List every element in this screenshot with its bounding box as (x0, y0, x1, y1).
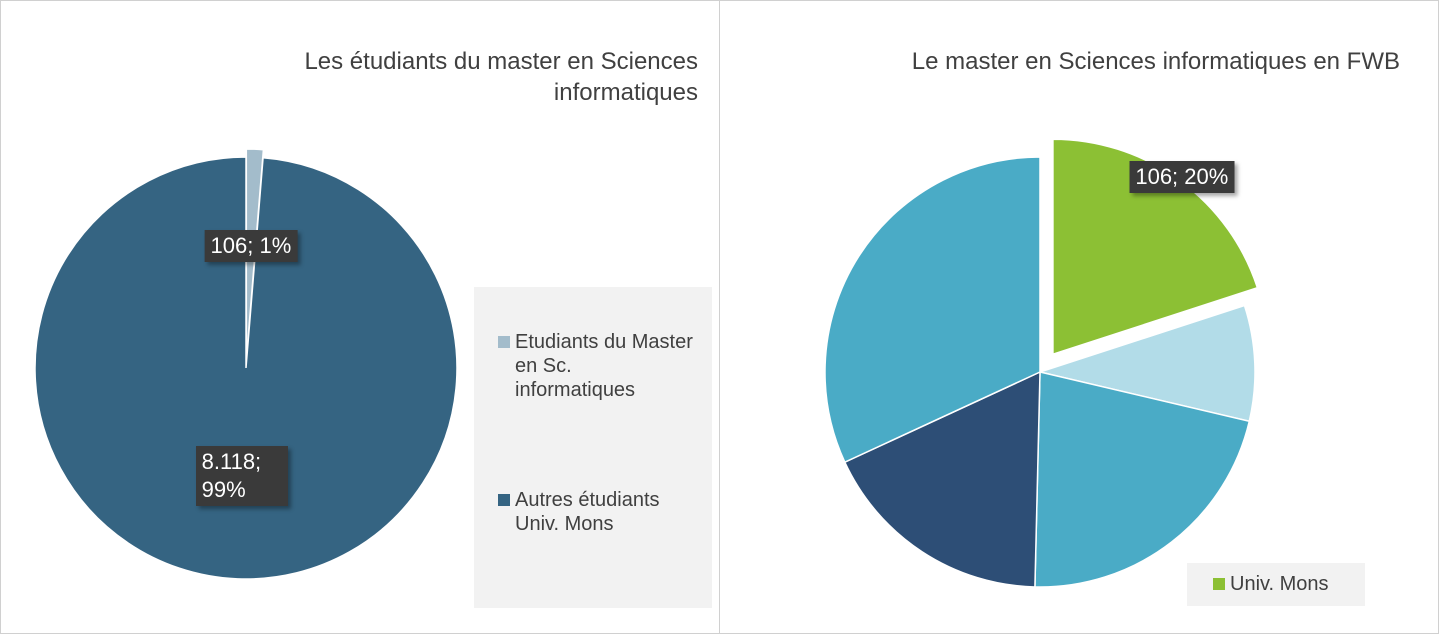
legend-marker (498, 494, 510, 506)
pie-slice (843, 370, 1041, 588)
legend (474, 287, 712, 608)
data-label: 106; 20% (1129, 160, 1235, 193)
data-label: 8.118; 99% (195, 445, 288, 506)
pie-slice (34, 156, 458, 580)
data-label: 106; 1% (204, 230, 298, 263)
pie-slice (1037, 304, 1256, 423)
pie-slice (1034, 371, 1251, 588)
pie-slice (824, 156, 1041, 464)
legend-marker (498, 336, 510, 348)
legend-marker (1213, 578, 1225, 590)
legend-label: Autres étudiants Univ. Mons (515, 489, 660, 535)
chart-title: Les étudiants du master en Sciences info… (304, 48, 698, 106)
legend-label: Etudiants du Master en Sc. informatiques (515, 331, 693, 401)
chart-title: Le master en Sciences informatiques en F… (911, 48, 1400, 75)
legend-label: Univ. Mons (1230, 573, 1329, 595)
